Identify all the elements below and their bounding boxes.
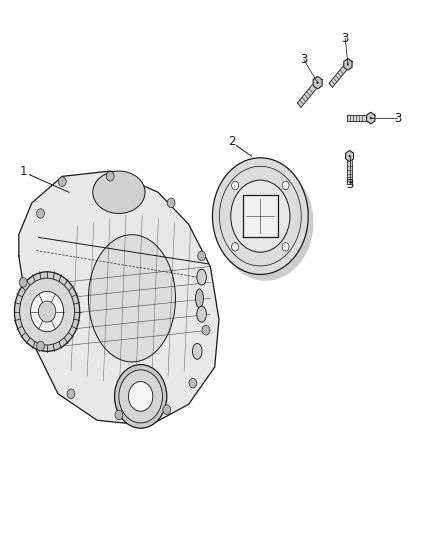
Circle shape: [189, 378, 197, 388]
Ellipse shape: [197, 306, 206, 322]
Circle shape: [163, 405, 171, 415]
Ellipse shape: [192, 343, 202, 359]
Circle shape: [119, 370, 162, 423]
Circle shape: [232, 243, 239, 251]
Polygon shape: [346, 115, 367, 121]
Circle shape: [349, 155, 350, 157]
Circle shape: [14, 272, 80, 351]
Circle shape: [19, 278, 27, 287]
Polygon shape: [347, 160, 352, 184]
Polygon shape: [344, 59, 352, 70]
Circle shape: [167, 198, 175, 208]
Circle shape: [106, 172, 114, 181]
Ellipse shape: [93, 171, 145, 214]
Circle shape: [39, 301, 56, 322]
Ellipse shape: [88, 235, 176, 362]
Circle shape: [128, 382, 153, 411]
Circle shape: [198, 251, 205, 261]
Circle shape: [212, 158, 308, 274]
Circle shape: [317, 82, 319, 84]
Circle shape: [37, 341, 45, 351]
Circle shape: [31, 292, 64, 332]
Circle shape: [282, 243, 289, 251]
Text: 1: 1: [19, 165, 27, 177]
Circle shape: [67, 389, 75, 399]
Ellipse shape: [195, 289, 203, 308]
Polygon shape: [243, 195, 278, 237]
Circle shape: [37, 209, 45, 218]
Circle shape: [282, 181, 289, 190]
Circle shape: [232, 181, 239, 190]
Circle shape: [20, 278, 74, 345]
Text: 3: 3: [346, 178, 353, 191]
Circle shape: [202, 325, 210, 335]
Circle shape: [115, 410, 123, 419]
Polygon shape: [19, 171, 219, 425]
Circle shape: [218, 164, 314, 281]
Polygon shape: [329, 66, 347, 87]
Circle shape: [115, 365, 167, 428]
Circle shape: [347, 63, 349, 66]
Circle shape: [58, 177, 66, 187]
Circle shape: [231, 180, 290, 252]
Text: 3: 3: [300, 53, 307, 66]
Polygon shape: [297, 84, 317, 107]
Circle shape: [370, 117, 372, 119]
Text: 3: 3: [394, 111, 401, 125]
Text: 2: 2: [228, 135, 236, 148]
Polygon shape: [313, 76, 322, 89]
Ellipse shape: [197, 269, 206, 285]
Text: 3: 3: [342, 32, 349, 45]
Polygon shape: [367, 112, 375, 124]
Polygon shape: [346, 150, 353, 161]
